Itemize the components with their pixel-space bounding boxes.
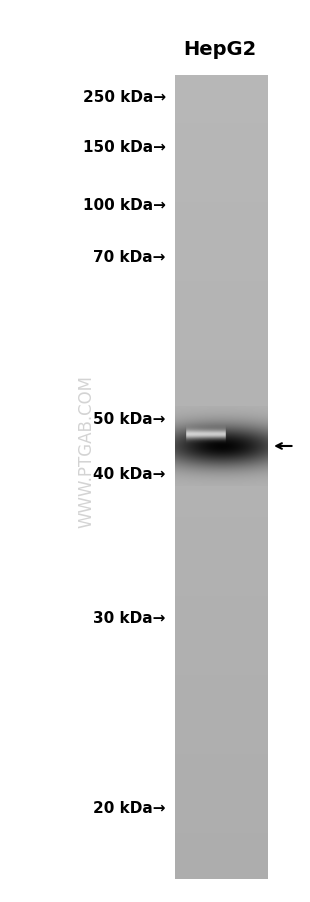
Text: HepG2: HepG2 <box>184 40 257 60</box>
Text: 150 kDa→: 150 kDa→ <box>83 140 166 154</box>
Text: 250 kDa→: 250 kDa→ <box>83 90 166 105</box>
Text: 30 kDa→: 30 kDa→ <box>94 611 166 625</box>
Text: 70 kDa→: 70 kDa→ <box>94 250 166 264</box>
Text: WWW.PTGAB.COM: WWW.PTGAB.COM <box>78 374 96 528</box>
Text: 50 kDa→: 50 kDa→ <box>94 412 166 427</box>
Text: 100 kDa→: 100 kDa→ <box>83 198 166 213</box>
Text: 20 kDa→: 20 kDa→ <box>93 800 166 815</box>
Text: 40 kDa→: 40 kDa→ <box>94 466 166 481</box>
